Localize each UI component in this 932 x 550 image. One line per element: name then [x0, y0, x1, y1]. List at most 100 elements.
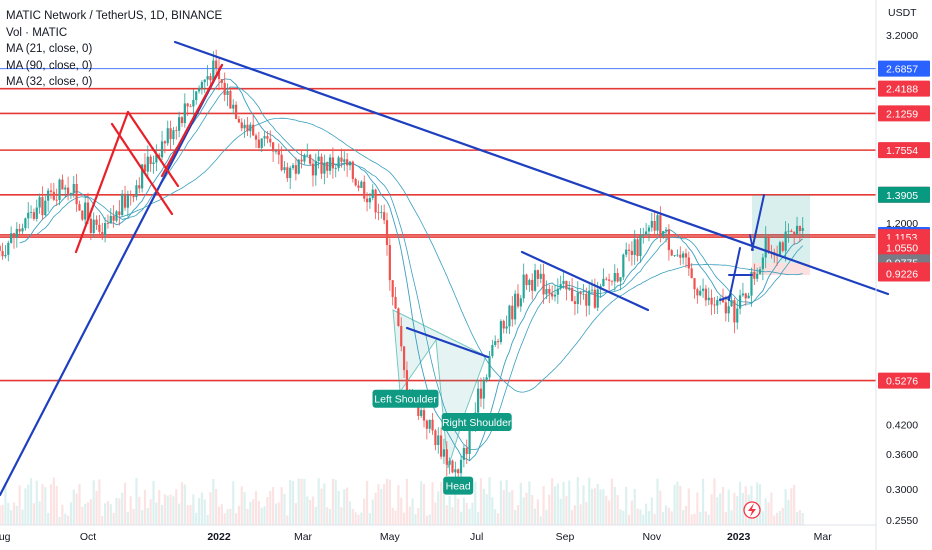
volume-bar: [348, 501, 352, 525]
volume-bar: [180, 482, 184, 525]
volume-bar: [249, 501, 252, 525]
channel-trendline[interactable]: [520, 250, 650, 312]
candle-body: [363, 181, 366, 199]
candle-body: [274, 150, 278, 152]
volume-bar: [693, 513, 696, 525]
candle-body: [234, 104, 238, 119]
candle-body: [491, 344, 494, 357]
candle-body: [141, 164, 144, 189]
candle-body: [795, 225, 799, 235]
volume-bar: [220, 504, 223, 525]
volume-bar: [254, 491, 258, 525]
arrow-line[interactable]: [749, 234, 754, 251]
candle-body: [246, 124, 249, 132]
volume-bar: [283, 493, 286, 525]
candle-body: [266, 136, 269, 139]
volume-bar: [300, 478, 303, 525]
indicator-ma-32[interactable]: MA (32, close, 0): [6, 76, 93, 88]
candle-body: [166, 128, 169, 144]
volume-bar: [217, 506, 221, 525]
volume-bar: [240, 486, 243, 525]
neckline[interactable]: [405, 326, 490, 359]
y-tick-label: 0.3600: [886, 449, 918, 461]
candle-body: [642, 234, 645, 236]
candle-body: [0, 245, 1, 252]
candle-body: [522, 274, 525, 299]
volume-bar: [252, 499, 255, 525]
breakout-line[interactable]: [728, 247, 741, 301]
volume-bar: [35, 480, 38, 525]
descending-trendline[interactable]: [173, 40, 890, 296]
volume-bar: [710, 494, 713, 525]
volume-bar: [491, 497, 494, 525]
candle-body: [477, 388, 480, 413]
candle-body: [721, 298, 725, 303]
candle-body: [673, 255, 676, 256]
volume-bar: [548, 494, 551, 525]
candle-body: [314, 160, 317, 176]
candle-body: [89, 218, 92, 233]
candle-body: [152, 162, 155, 165]
candle-body: [220, 79, 223, 83]
candle-body: [189, 106, 192, 108]
indicator-ma-90[interactable]: MA (90, close, 0): [6, 59, 93, 72]
volume-bar: [286, 515, 289, 525]
volume-bar: [673, 484, 676, 525]
candle-body: [645, 231, 648, 235]
volume-bar: [189, 504, 192, 525]
y-tick-label: 0.2550: [886, 515, 918, 527]
lightning-icon[interactable]: [743, 501, 761, 519]
candle-body: [78, 204, 81, 211]
annotation-badge[interactable]: [443, 476, 474, 495]
volume-bar: [448, 496, 451, 525]
candle-body: [360, 181, 363, 188]
candle-body: [402, 346, 406, 371]
projection-line[interactable]: [751, 194, 765, 251]
candle-body: [326, 162, 329, 171]
volume-bar: [226, 509, 229, 525]
candle-body: [217, 68, 221, 80]
candle-body: [334, 167, 337, 169]
volume-bar: [7, 502, 10, 525]
annotation-badge[interactable]: [372, 389, 439, 408]
candle-body: [115, 211, 118, 221]
candle-body: [52, 191, 55, 200]
candle-body: [440, 435, 443, 457]
candle-body: [764, 237, 767, 258]
breakout-line[interactable]: [719, 296, 730, 301]
pattern-line[interactable]: [160, 63, 224, 178]
annotation-badge[interactable]: [441, 413, 512, 432]
candle-body: [101, 231, 104, 236]
volume-bar: [457, 498, 460, 525]
candle-body: [670, 250, 673, 256]
volume-bar: [562, 481, 565, 525]
pattern-line[interactable]: [110, 122, 174, 216]
candle-body: [656, 215, 659, 231]
candle-body: [559, 284, 562, 289]
price-tag-label: 2.4188: [886, 84, 918, 96]
volume-bar: [778, 510, 782, 525]
volume-bar: [27, 484, 30, 525]
candle-body: [306, 154, 309, 156]
candle-body: [494, 341, 497, 345]
volume-bar: [209, 492, 212, 525]
volume-bar: [69, 502, 73, 525]
candle-body: [596, 289, 599, 308]
volume-bar: [64, 513, 67, 525]
candle-body: [138, 185, 141, 189]
price-tag-label: 0.5276: [886, 376, 918, 388]
candle-body: [801, 227, 804, 231]
volume-bar: [158, 490, 161, 525]
volume-bar: [767, 502, 770, 525]
volume-bar: [793, 484, 796, 525]
pattern-line[interactable]: [126, 110, 180, 188]
candle-body: [533, 270, 537, 291]
indicator-volume[interactable]: Vol · MATIC: [6, 26, 68, 39]
ascending-trendline[interactable]: [0, 63, 224, 497]
candle-body: [106, 223, 110, 224]
indicator-ma-21[interactable]: MA (21, close, 0): [6, 43, 93, 55]
volume-bar: [653, 513, 656, 525]
candle-body: [32, 212, 36, 219]
volume-bar: [55, 485, 58, 525]
